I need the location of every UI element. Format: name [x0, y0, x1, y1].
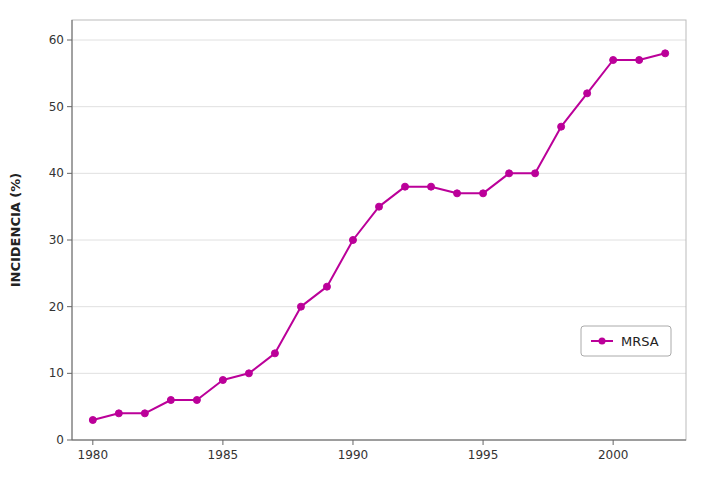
y-tick	[67, 440, 72, 441]
x-axis-line	[72, 440, 686, 441]
y-tick	[67, 40, 72, 41]
legend-box	[581, 326, 671, 356]
series-point	[454, 190, 461, 197]
y-tick-label: 10	[49, 366, 64, 380]
series-point	[532, 170, 539, 177]
x-tick-label: 1980	[78, 448, 109, 462]
y-tick	[67, 106, 72, 107]
x-tick-label: 1985	[208, 448, 239, 462]
chart-container: 1980 1985 1990 1995 2000 0 10 20 30 40 50 60 INCIDEN…	[0, 0, 708, 480]
x-tick	[483, 440, 484, 445]
y-tick-label: 30	[49, 233, 64, 247]
series-point	[558, 123, 565, 130]
x-tick	[352, 440, 353, 445]
series-point	[428, 183, 435, 190]
series-point	[115, 410, 122, 417]
series-point	[141, 410, 148, 417]
grid-line	[72, 240, 686, 241]
y-tick-label: 40	[49, 166, 64, 180]
legend-swatch-marker	[599, 338, 606, 345]
x-tick	[222, 440, 223, 445]
x-tick-label: 1990	[338, 448, 369, 462]
legend: MRSA	[581, 326, 671, 356]
y-tick	[67, 373, 72, 374]
grid-line	[72, 373, 686, 374]
legend-label: MRSA	[621, 334, 659, 349]
y-tick-label: 0	[56, 433, 64, 447]
series-point	[297, 303, 304, 310]
y-tick-label: 60	[49, 33, 64, 47]
series-point	[271, 350, 278, 357]
y-tick	[67, 240, 72, 241]
grid-line	[72, 106, 686, 107]
series-line	[93, 53, 665, 420]
grid	[72, 40, 686, 440]
axes: 1980 1985 1990 1995 2000 0 10 20 30 40 50 60	[49, 20, 686, 462]
series-point	[480, 190, 487, 197]
y-tick-label: 50	[49, 100, 64, 114]
y-axis-line	[72, 20, 73, 440]
series-point	[636, 57, 643, 64]
series-point	[506, 170, 513, 177]
grid-line	[72, 440, 686, 441]
x-tick-label: 2000	[598, 448, 629, 462]
series-point	[193, 397, 200, 404]
grid-line	[72, 306, 686, 307]
x-tick-label: 1995	[468, 448, 499, 462]
y-tick	[67, 173, 72, 174]
data	[89, 50, 668, 424]
plot-frame	[72, 20, 686, 440]
series-point	[89, 417, 96, 424]
chart: 1980 1985 1990 1995 2000 0 10 20 30 40 50 60 INCIDEN…	[0, 0, 708, 480]
series-point	[167, 397, 174, 404]
grid-line	[72, 40, 686, 41]
y-tick-label: 20	[49, 300, 64, 314]
series-point	[219, 377, 226, 384]
series-point	[610, 57, 617, 64]
y-axis-label: INCIDENCIA (%)	[8, 173, 23, 288]
series-point	[323, 283, 330, 290]
grid-line	[72, 173, 686, 174]
series-point	[245, 370, 252, 377]
series-point	[402, 183, 409, 190]
series-point	[349, 237, 356, 244]
x-tick	[92, 440, 93, 445]
x-tick	[613, 440, 614, 445]
y-tick	[67, 306, 72, 307]
series-point	[376, 203, 383, 210]
series-point	[662, 50, 669, 57]
series-point	[584, 90, 591, 97]
